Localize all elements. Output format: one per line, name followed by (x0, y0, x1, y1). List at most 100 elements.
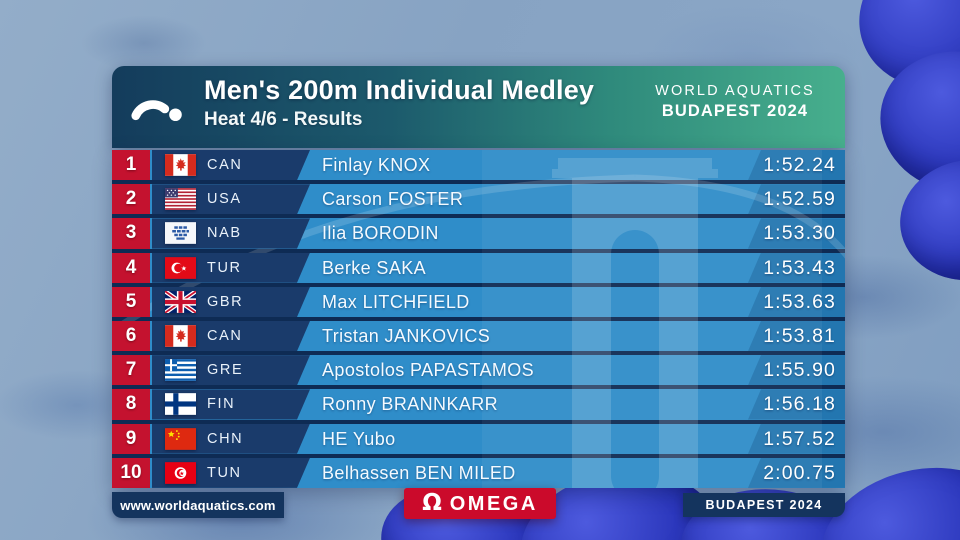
competition-org: WORLD AQUATICS (655, 83, 815, 99)
event-badge: BUDAPEST 2024 (683, 493, 845, 517)
result-time: 1:55.90 (763, 359, 836, 382)
results-table: 1 CAN Finlay KNOX 1:52.24 2 USA Carson F… (112, 150, 845, 488)
rank-badge: 9 (112, 423, 150, 454)
rank-badge: 3 (112, 218, 150, 249)
rank-number: 9 (125, 427, 137, 449)
rank-number: 4 (125, 256, 137, 278)
event-title: Men's 200m Individual Medley (204, 75, 595, 105)
country-code: FIN (207, 396, 236, 413)
swimmer-name: Apostolos PAPASTAMOS (322, 360, 535, 381)
rank-number: 2 (125, 188, 137, 210)
time-band (748, 184, 845, 215)
rank-badge: 5 (112, 286, 150, 317)
result-time: 2:00.75 (763, 461, 836, 484)
country-box: USA (152, 184, 310, 214)
country-box: FIN (152, 389, 310, 419)
country-code: CAN (207, 157, 243, 174)
time-band (748, 150, 845, 181)
country-code: USA (207, 191, 242, 208)
country-box: GBR (152, 287, 310, 317)
country-code: GBR (207, 293, 244, 310)
rank-badge: 2 (112, 184, 150, 215)
country-box: CAN (152, 150, 310, 180)
result-time: 1:53.63 (763, 290, 836, 313)
result-row: 8 FIN Ronny BRANNKARR 1:56.18 (112, 389, 845, 420)
swimmer-name: Tristan JANKOVICS (322, 325, 491, 346)
result-row: 5 GBR Max LITCHFIELD 1:53.63 (112, 286, 845, 317)
rank-badge: 4 (112, 252, 150, 283)
time-band (748, 286, 845, 317)
omega-symbol-icon: Ω (422, 490, 442, 516)
country-code: NAB (207, 225, 242, 242)
time-band (748, 218, 845, 249)
rank-number: 6 (125, 325, 137, 347)
rank-badge: 8 (112, 389, 150, 420)
result-time: 1:56.18 (763, 393, 836, 416)
country-flag-icon-usa (165, 188, 196, 210)
result-time: 1:53.81 (763, 324, 836, 347)
swimmer-name: Finlay KNOX (322, 155, 431, 175)
result-row: 7 GRE Apostolos PAPASTAMOS 1:55.90 (112, 355, 845, 386)
swimmer-name: Ronny BRANNKARR (322, 394, 499, 415)
rank-badge: 10 (112, 457, 150, 488)
country-flag-icon-gbr (165, 291, 196, 313)
website-bar: www.worldaquatics.com (112, 492, 284, 518)
result-row: 3 NAB Ilia BORODIN 1:53.30 (112, 218, 845, 249)
omega-sponsor-logo: Ω OMEGA (404, 488, 556, 519)
rank-number: 1 (125, 154, 137, 176)
country-box: GRE (152, 355, 310, 385)
country-code: CAN (207, 328, 243, 345)
rank-number: 10 (120, 461, 142, 483)
country-code: GRE (207, 362, 244, 379)
event-subtitle: Heat 4/6 - Results (204, 109, 363, 130)
time-band (748, 389, 845, 420)
result-row: 2 USA Carson FOSTER 1:52.59 (112, 184, 845, 215)
result-row: 6 CAN Tristan JANKOVICS 1:53.81 (112, 320, 845, 352)
swimmer-name: Berke SAKA (322, 257, 427, 278)
breaststroke-swimmer-icon (131, 100, 182, 122)
time-band (748, 252, 845, 283)
time-band (748, 423, 845, 454)
country-flag-icon-chn (165, 428, 196, 450)
country-flag-icon-nab (165, 222, 196, 244)
result-time: 1:53.30 (763, 222, 836, 245)
result-row: 9 CHN HE Yubo 1:57.52 (112, 423, 845, 454)
rank-number: 8 (125, 393, 137, 415)
rank-badge: 6 (112, 320, 150, 352)
swimmer-name: Carson FOSTER (322, 189, 464, 210)
country-flag-icon-tun (165, 462, 196, 484)
result-time: 1:53.43 (763, 256, 836, 279)
country-flag-icon-tur (165, 257, 196, 279)
country-box: TUN (152, 458, 310, 488)
swimmer-name: HE Yubo (322, 428, 396, 449)
country-flag-icon-fin (165, 393, 196, 415)
country-box: CHN (152, 424, 310, 454)
swimmer-name: Max LITCHFIELD (322, 291, 470, 312)
swimmer-name: Belhassen BEN MILED (322, 462, 516, 483)
country-code: CHN (207, 430, 244, 447)
country-flag-icon-gre (165, 359, 196, 381)
competition-branding: WORLD AQUATICS BUDAPEST 2024 (637, 83, 833, 121)
result-time: 1:57.52 (763, 427, 836, 450)
result-time: 1:52.24 (763, 154, 836, 176)
country-box: TUR (152, 253, 310, 283)
results-header: Men's 200m Individual Medley Heat 4/6 - … (112, 66, 845, 148)
result-row: 4 TUR Berke SAKA 1:53.43 (112, 252, 845, 283)
rank-badge: 7 (112, 355, 150, 386)
rank-badge: 1 (112, 150, 150, 181)
rank-number: 3 (125, 222, 137, 244)
time-band (748, 457, 845, 488)
time-band (748, 320, 845, 352)
country-code: TUN (207, 464, 242, 481)
country-box: NAB (152, 218, 310, 248)
result-row: 10 TUN Belhassen BEN MILED 2:00.75 (112, 457, 845, 488)
country-flag-icon-can (165, 325, 196, 347)
swimmer-name: Ilia BORODIN (322, 223, 439, 244)
rank-number: 7 (125, 359, 137, 381)
competition-event: BUDAPEST 2024 (661, 102, 809, 120)
time-band (748, 355, 845, 386)
country-box: CAN (152, 321, 310, 351)
country-flag-icon-can (165, 154, 196, 176)
result-row: 1 CAN Finlay KNOX 1:52.24 (112, 150, 845, 181)
